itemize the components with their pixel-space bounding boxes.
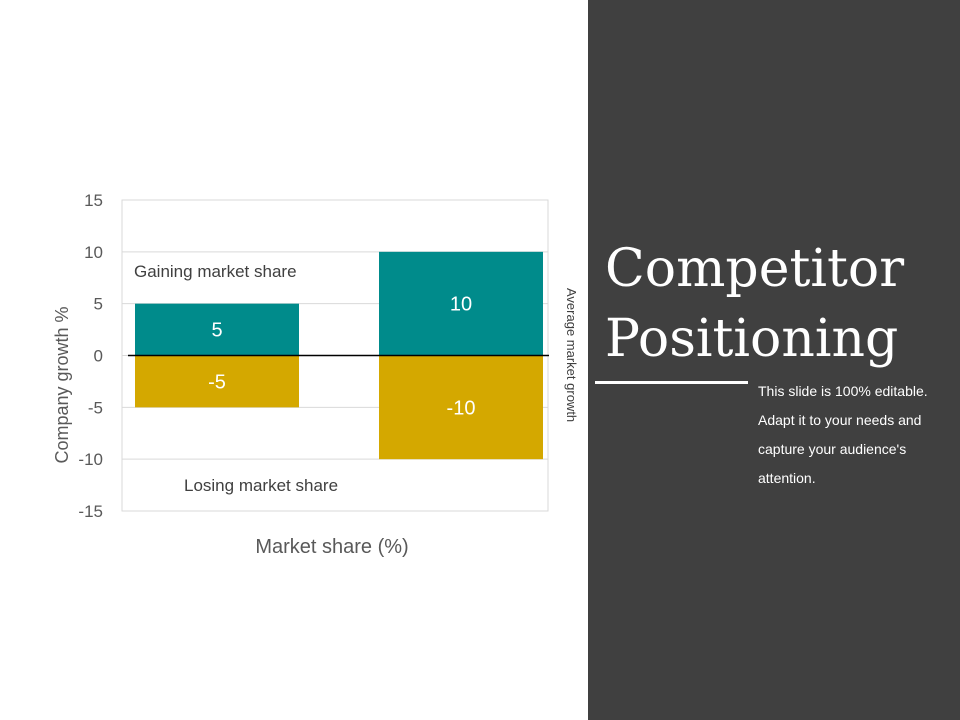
y-tick-label: -10 [78, 450, 103, 469]
lose-bar-1 [135, 355, 299, 408]
y-tick-label: 0 [94, 347, 103, 366]
y-tick-label: -15 [78, 502, 103, 521]
bar-data-label: -5 [208, 371, 226, 393]
title-underline [595, 381, 748, 384]
x-axis-title: Market share (%) [255, 536, 408, 558]
y-tick-label: 10 [84, 243, 103, 262]
average-market-growth-label: Average market growth [564, 288, 579, 422]
y-tick-label: -5 [88, 398, 103, 417]
bar-data-label: 10 [450, 294, 472, 316]
y-tick-labels: 15 10 5 0 -5 -10 -15 [78, 191, 103, 521]
y-axis-title: Company growth % [52, 306, 72, 463]
gaining-market-share-label: Gaining market share [134, 262, 297, 281]
title-panel: Competitor Positioning This slide is 100… [588, 0, 960, 720]
gain-bar-1 [135, 303, 299, 356]
bar-chart: 15 10 5 0 -5 -10 -15 5 10 -5 -10 Gaining market s… [52, 191, 579, 558]
y-tick-label: 5 [94, 295, 103, 314]
bar-data-label: -10 [447, 397, 476, 419]
gain-bar-2 [379, 251, 543, 356]
slide-description: This slide is 100% editable. Adapt it to… [758, 383, 928, 486]
bar-data-label: 5 [211, 320, 222, 342]
bars [135, 251, 543, 460]
losing-market-share-label: Losing market share [184, 476, 338, 495]
data-labels: 5 10 -5 -10 [208, 294, 475, 420]
y-tick-label: 15 [84, 191, 103, 210]
chart-area: 15 10 5 0 -5 -10 -15 5 10 -5 -10 Gaining market s… [52, 191, 579, 558]
slide-title: Competitor Positioning [605, 239, 905, 369]
lose-bar-2 [379, 355, 543, 460]
